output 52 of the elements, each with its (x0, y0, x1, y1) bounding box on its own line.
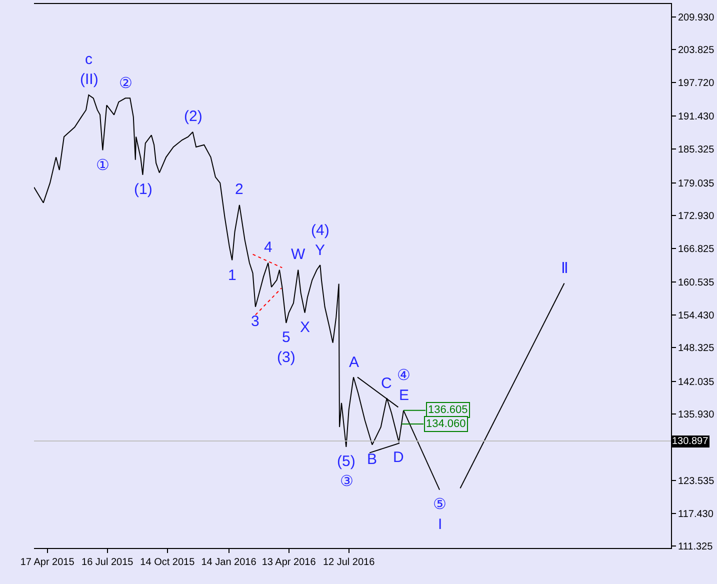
y-tick-label: 203.825 (678, 45, 715, 56)
y-tick-label: 209.930 (678, 12, 715, 24)
annotation: B (367, 451, 378, 468)
y-tick-label: 111.325 (678, 542, 714, 553)
x-tick-label: 14 Oct 2015 (140, 557, 196, 568)
annotation: 2 (235, 181, 244, 198)
y-tick-label: 197.720 (678, 78, 715, 89)
annotation: Y (315, 242, 326, 259)
annotation: ③ (340, 473, 353, 490)
annotation: X (300, 319, 310, 336)
x-tick-label: 16 Jul 2015 (82, 557, 134, 568)
annotation: D (393, 449, 404, 466)
x-tick-label: 12 Jul 2016 (322, 557, 376, 568)
x-tick-label: 14 Jan 2016 (201, 557, 257, 568)
annotation: ④ (397, 367, 410, 384)
annotation: 1 (228, 267, 236, 284)
annotation: (1) (134, 181, 152, 198)
annotation: ② (119, 75, 132, 92)
y-tick-label: 179.035 (678, 178, 715, 190)
y-tick-label: 117.430 (678, 508, 714, 520)
annotation: 4 (264, 239, 272, 256)
annotation: 3 (251, 313, 260, 330)
annotation: (2) (184, 108, 202, 125)
y-tick-label: 142.035 (678, 376, 715, 388)
y-tick-label: 154.430 (678, 310, 715, 322)
annotation: (3) (277, 349, 296, 366)
annotation: ① (96, 157, 109, 174)
y-tick-label: 172.930 (678, 211, 715, 222)
annotation: C (381, 375, 392, 392)
annotation: E (399, 387, 410, 404)
annotation: ⑤ (433, 496, 446, 513)
y-tick-label: 160.535 (678, 278, 715, 289)
annotation: 136.605 (428, 404, 468, 416)
annotation: Ⅱ (561, 260, 568, 277)
x-tick-label: 17 Apr 2015 (20, 557, 75, 568)
y-tick-label: 135.930 (678, 410, 715, 421)
ref-line-label: 130.897 (672, 436, 709, 447)
annotation: (II) (80, 71, 98, 88)
annotation: 5 (282, 329, 290, 346)
y-tick-label: 123.535 (678, 476, 715, 488)
y-tick-label: 148.325 (678, 343, 715, 354)
y-tick-label: 185.325 (678, 144, 715, 156)
annotation: W (291, 246, 306, 263)
annotation: (4) (311, 222, 330, 239)
annotation: 134.060 (426, 418, 466, 430)
annotation: A (349, 354, 360, 371)
annotation: I (438, 516, 442, 533)
y-tick-label: 166.825 (678, 244, 715, 255)
annotation: c (85, 51, 93, 68)
annotation: (5) (337, 453, 356, 470)
y-tick-label: 191.430 (678, 112, 715, 123)
x-tick-label: 13 Apr 2016 (262, 557, 316, 568)
